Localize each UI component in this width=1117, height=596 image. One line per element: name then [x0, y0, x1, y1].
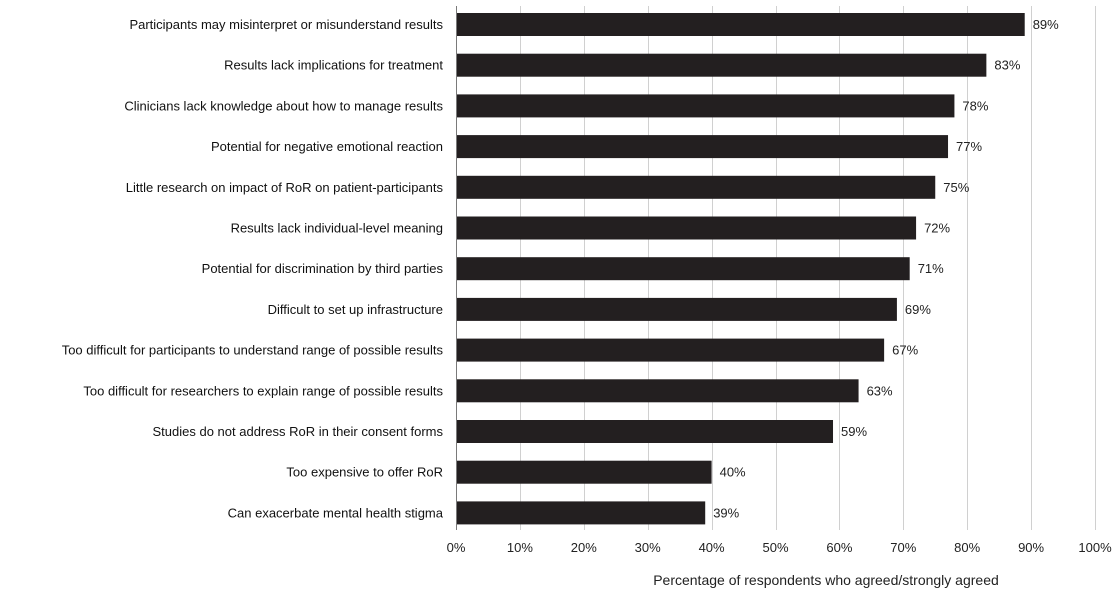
- data-label: 78%: [962, 98, 988, 113]
- data-label: 40%: [720, 465, 746, 480]
- category-label: Results lack implications for treatment: [224, 58, 443, 73]
- x-tick-label: 30%: [635, 540, 661, 555]
- category-label: Results lack individual-level meaning: [231, 221, 443, 236]
- category-label: Clinicians lack knowledge about how to m…: [124, 98, 443, 113]
- category-label: Little research on impact of RoR on pati…: [126, 180, 444, 195]
- category-label: Potential for negative emotional reactio…: [211, 139, 443, 154]
- data-label: 59%: [841, 424, 867, 439]
- bar-12: [457, 501, 706, 525]
- x-tick-label: 50%: [762, 540, 788, 555]
- x-tick-labels: 0% 10% 20% 30% 40% 50% 60% 70% 80% 90% 100%: [447, 540, 1112, 555]
- data-label: 77%: [956, 139, 982, 154]
- data-label: 69%: [905, 302, 931, 317]
- category-label: Too difficult for researchers to explain…: [83, 383, 443, 398]
- category-label: Too difficult for participants to unders…: [62, 343, 444, 358]
- x-tick-label: 10%: [507, 540, 533, 555]
- data-label: 83%: [994, 58, 1020, 73]
- x-tick-label: 0%: [447, 540, 466, 555]
- x-tick-label: 60%: [826, 540, 852, 555]
- bar-0: [457, 13, 1025, 36]
- bar-3: [457, 135, 949, 159]
- category-label: Can exacerbate mental health stigma: [228, 505, 444, 520]
- data-label: 71%: [918, 261, 944, 276]
- category-label: Studies do not address RoR in their cons…: [153, 424, 444, 439]
- x-tick-label: 20%: [571, 540, 597, 555]
- category-label: Potential for discrimination by third pa…: [202, 261, 444, 276]
- x-tick-label: 100%: [1078, 540, 1112, 555]
- data-label: 67%: [892, 343, 918, 358]
- data-label: 75%: [943, 180, 969, 195]
- bar-10: [457, 420, 834, 443]
- bar-8: [457, 338, 885, 362]
- data-label: 63%: [867, 383, 893, 398]
- data-labels: 89% 83% 78% 77% 75% 72% 71% 69% 67% 63% 59% 40% 39%: [713, 17, 1059, 520]
- x-tick-label: 40%: [699, 540, 725, 555]
- x-axis-title: Percentage of respondents who agreed/str…: [653, 572, 999, 588]
- bar-11: [457, 460, 712, 484]
- category-label: Difficult to set up infrastructure: [268, 302, 443, 317]
- bar-5: [457, 216, 917, 240]
- bar-9: [457, 379, 859, 403]
- bar-4: [457, 175, 936, 199]
- bar-2: [457, 94, 955, 118]
- category-label: Participants may misinterpret or misunde…: [129, 17, 443, 32]
- data-label: 89%: [1033, 17, 1059, 32]
- bar-7: [457, 297, 897, 321]
- data-label: 39%: [713, 505, 739, 520]
- x-tick-label: 80%: [954, 540, 980, 555]
- category-label: Too expensive to offer RoR: [286, 465, 443, 480]
- x-tick-label: 70%: [890, 540, 916, 555]
- bar-6: [457, 257, 910, 281]
- bar-1: [457, 53, 987, 77]
- category-labels: Participants may misinterpret or misunde…: [62, 17, 444, 520]
- x-tick-label: 90%: [1018, 540, 1044, 555]
- bars: [457, 13, 1025, 525]
- data-label: 72%: [924, 221, 950, 236]
